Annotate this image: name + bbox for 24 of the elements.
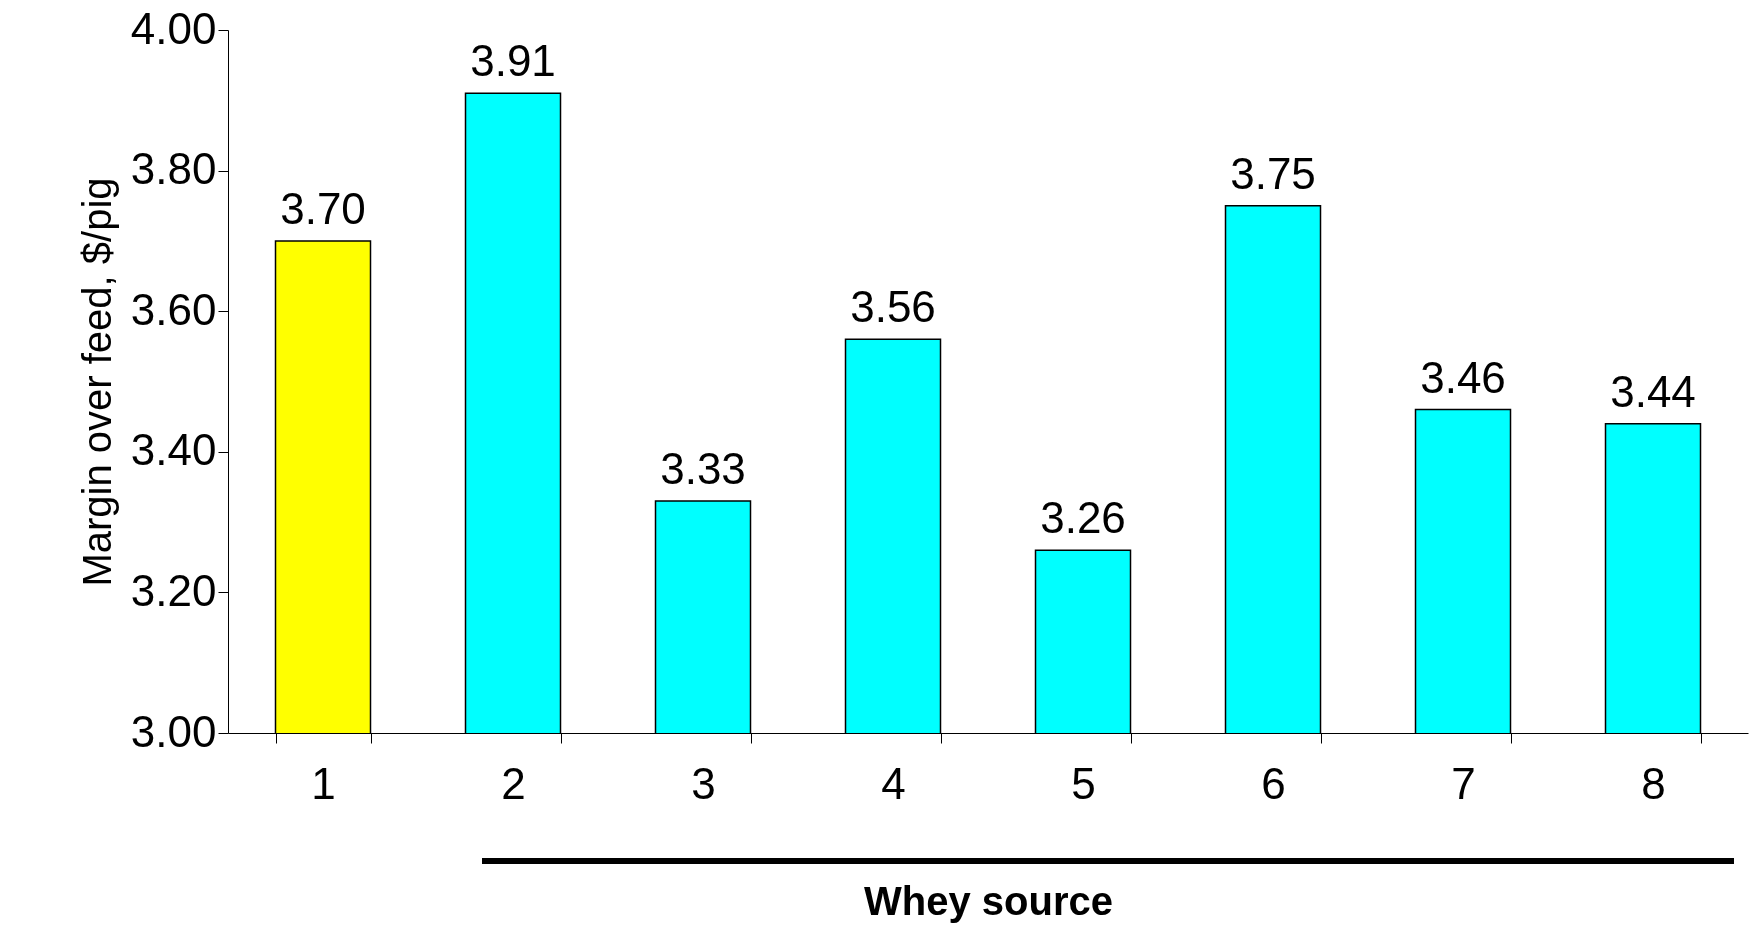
x-tick-label: 8 bbox=[1641, 758, 1666, 808]
x-tick-label: 1 bbox=[311, 758, 336, 808]
y-tick-label: 3.60 bbox=[130, 284, 217, 334]
x-tick-label: 2 bbox=[501, 758, 526, 808]
data-label: 3.56 bbox=[850, 282, 936, 332]
y-tick-label: 3.00 bbox=[130, 706, 217, 756]
data-label: 3.26 bbox=[1040, 493, 1126, 543]
data-label: 3.46 bbox=[1420, 352, 1506, 402]
x-axis-title: Whey source bbox=[864, 878, 1113, 923]
data-label: 3.33 bbox=[660, 444, 746, 494]
x-tick-label: 5 bbox=[1071, 758, 1096, 808]
x-tick-label: 7 bbox=[1451, 758, 1476, 808]
data-label: 3.75 bbox=[1230, 148, 1316, 198]
y-tick-label: 3.80 bbox=[130, 144, 217, 194]
x-tick-label: 3 bbox=[691, 758, 716, 808]
y-axis-title: Margin over feed, $/pig bbox=[74, 177, 119, 587]
y-tick-label: 4.00 bbox=[130, 3, 217, 53]
data-label: 3.70 bbox=[280, 183, 366, 233]
y-tick-label: 3.20 bbox=[130, 565, 217, 615]
data-label: 3.91 bbox=[470, 36, 556, 86]
x-tick-label: 4 bbox=[881, 758, 906, 808]
y-tick-label: 3.40 bbox=[130, 425, 217, 475]
x-tick-label: 6 bbox=[1261, 758, 1286, 808]
data-label: 3.44 bbox=[1610, 366, 1696, 416]
